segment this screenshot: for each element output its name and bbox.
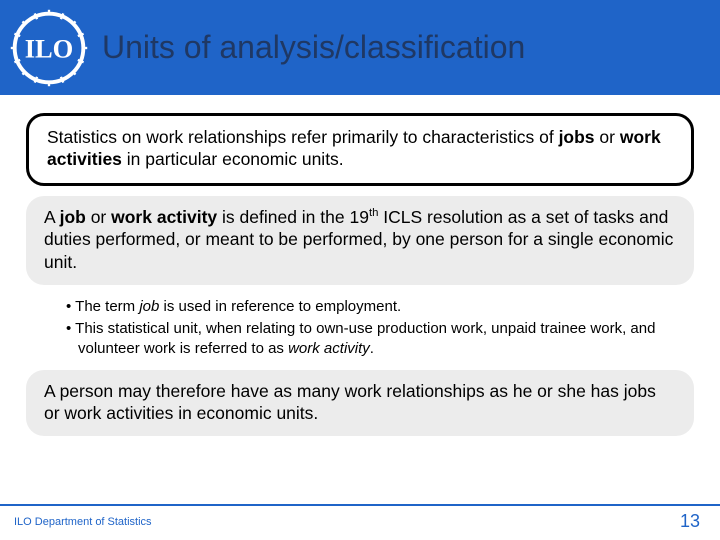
footer-divider	[0, 504, 720, 506]
header-bar: ILO Units of analysis/classification	[0, 0, 720, 95]
bullet-list: • The term job is used in reference to e…	[26, 295, 694, 370]
box1-text: Statistics on work relationships refer p…	[47, 127, 661, 169]
slide-content: Statistics on work relationships refer p…	[0, 95, 720, 436]
svg-text:ILO: ILO	[25, 33, 74, 63]
box-2: A job or work activity is defined in the…	[26, 196, 694, 285]
footer-department: ILO Department of Statistics	[14, 516, 152, 528]
bullet-1: • The term job is used in reference to e…	[66, 297, 694, 317]
ilo-logo: ILO	[10, 9, 88, 87]
box2-text: A job or work activity is defined in the…	[44, 207, 673, 272]
box-3: A person may therefore have as many work…	[26, 370, 694, 437]
page-number: 13	[680, 511, 700, 532]
bullet-2: • This statistical unit, when relating t…	[66, 319, 694, 360]
slide-title: Units of analysis/classification	[102, 29, 525, 66]
box-1: Statistics on work relationships refer p…	[26, 113, 694, 186]
